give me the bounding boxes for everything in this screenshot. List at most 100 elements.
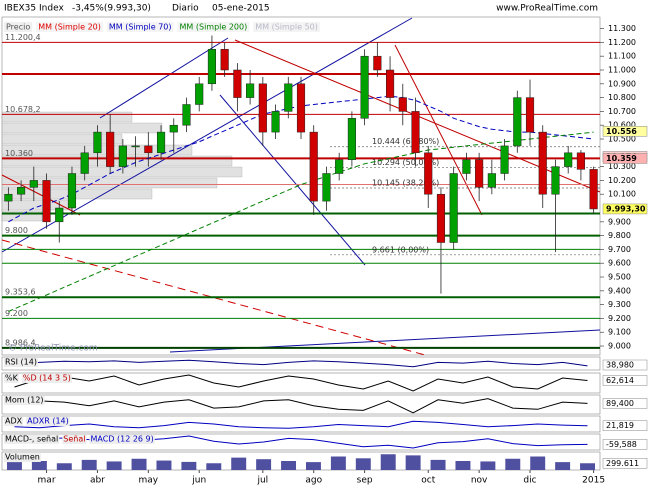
period: Diario xyxy=(172,4,199,14)
indicator-line xyxy=(14,420,588,429)
candle-body xyxy=(525,97,535,133)
candle-body xyxy=(322,173,331,202)
change: -3,45%(9.993,30) xyxy=(72,4,151,14)
x-tick-label: jun xyxy=(191,476,206,486)
volume-bar xyxy=(56,463,72,470)
indicator-name: Mom (12) xyxy=(5,396,44,405)
legend-box xyxy=(253,22,320,32)
y-tick-label: 10.800 xyxy=(608,93,636,102)
last-value-label: 299.611 xyxy=(606,459,639,468)
x-tick-label: may xyxy=(139,476,159,486)
candle-body xyxy=(144,145,153,154)
volume-bar xyxy=(455,461,471,470)
price-mark-box xyxy=(602,126,648,137)
level-label: 9.200 xyxy=(5,309,28,318)
indicator-name-box xyxy=(89,435,155,444)
legend-box xyxy=(4,22,33,32)
indicator-name: Señal xyxy=(63,435,85,444)
volume-bar xyxy=(305,462,321,470)
candle-body xyxy=(284,83,293,112)
last-value-box xyxy=(602,439,648,450)
candle-body xyxy=(271,111,280,133)
candle-body xyxy=(169,124,178,133)
volume-bar xyxy=(330,456,346,470)
x-tick-label: oct xyxy=(421,476,435,486)
legend-entry: MM (Simple 50) xyxy=(255,23,318,32)
y-tick-label: 9.400 xyxy=(608,286,631,295)
volume-bar xyxy=(106,461,122,470)
price-mark-label: 10.556 xyxy=(606,127,637,136)
candle-body xyxy=(195,83,204,105)
candle-body xyxy=(360,55,369,119)
date: 05-ene-2015 xyxy=(212,4,270,14)
last-value-box xyxy=(602,420,648,431)
volume-bar xyxy=(430,459,446,470)
x-tick-label: 2015 xyxy=(582,476,605,486)
volume-bar xyxy=(231,457,247,470)
last-value-box xyxy=(602,458,648,469)
watermark: © ProRealTime.com xyxy=(8,344,98,354)
y-tick-label: 11.100 xyxy=(608,52,636,61)
indicator-line xyxy=(14,374,588,392)
price-mark-label: 9.993,30 xyxy=(606,204,646,213)
legend-entry: MM (Simple 200) xyxy=(180,23,248,32)
candle-body xyxy=(398,97,407,112)
candle-body xyxy=(207,49,217,85)
y-tick-label: 9.700 xyxy=(608,245,631,254)
fib-label: 10.145 (38,20%) xyxy=(372,179,439,188)
y-tick-label: 9.000 xyxy=(608,342,631,351)
candle-body xyxy=(589,169,598,210)
volume-bar xyxy=(206,463,222,470)
legend-entry: MM (Simple 20) xyxy=(38,23,101,32)
candle-body xyxy=(220,49,229,71)
legend-entry: Precio xyxy=(6,23,30,32)
indicator-name: RSI (14) xyxy=(5,358,37,367)
volume-bar xyxy=(580,463,596,470)
last-value-label: 38,980 xyxy=(606,361,634,370)
volume-bar xyxy=(281,461,297,470)
candle-body xyxy=(576,152,585,170)
indicator-line xyxy=(14,359,588,368)
indicator-name-box xyxy=(4,453,41,462)
indicator-name: %K xyxy=(5,374,19,383)
level-label: 10.360 xyxy=(5,149,33,158)
candle-body xyxy=(156,131,166,154)
x-tick-label: mar xyxy=(38,476,56,486)
volume-bar xyxy=(31,461,47,470)
candle-body xyxy=(67,173,77,209)
candle-body xyxy=(131,145,140,148)
indicator-panel xyxy=(1,415,601,433)
candle-body xyxy=(29,180,38,188)
y-tick-label: 10.300 xyxy=(608,162,636,171)
fib-label: 10.444 (61,80%) xyxy=(372,137,439,146)
y-tick-label: 9.500 xyxy=(608,273,631,282)
indicator-name-box xyxy=(26,417,70,426)
indicator-name-box xyxy=(21,374,72,383)
y-tick-label: 11.300 xyxy=(608,24,636,33)
candle-body xyxy=(55,207,64,223)
indicator-name-box xyxy=(4,435,60,444)
level-label: 10.678,2 xyxy=(5,105,41,114)
indicator-panel xyxy=(1,356,601,371)
candle-body xyxy=(246,83,255,98)
candle-body xyxy=(17,187,26,195)
level-label: 9.800 xyxy=(5,226,28,235)
volume-bar xyxy=(530,456,546,470)
indicator-name: ADX xyxy=(5,417,23,426)
plot-layer: 11.300 11.200 11.100 11.000 10.900 10.800 10.7… xyxy=(1,22,648,486)
indicator-line xyxy=(14,398,588,414)
indicator-name: MACD (12 26 9) xyxy=(90,435,153,444)
candle-body xyxy=(258,83,267,133)
volume-bar xyxy=(480,461,496,470)
y-tick-label: 10.500 xyxy=(608,135,636,144)
chart-title: IBEX35 Index xyxy=(4,4,64,14)
y-tick-label: 11.200 xyxy=(608,38,636,47)
y-tick-label: 9.900 xyxy=(608,217,631,226)
volume-bar xyxy=(555,462,571,470)
y-tick-label: 9.100 xyxy=(608,328,631,337)
legend-entry: MM (Simple 70) xyxy=(109,23,172,32)
last-value-label: 89,400 xyxy=(606,399,634,408)
candle-body xyxy=(233,69,242,98)
candle-body xyxy=(538,131,547,195)
